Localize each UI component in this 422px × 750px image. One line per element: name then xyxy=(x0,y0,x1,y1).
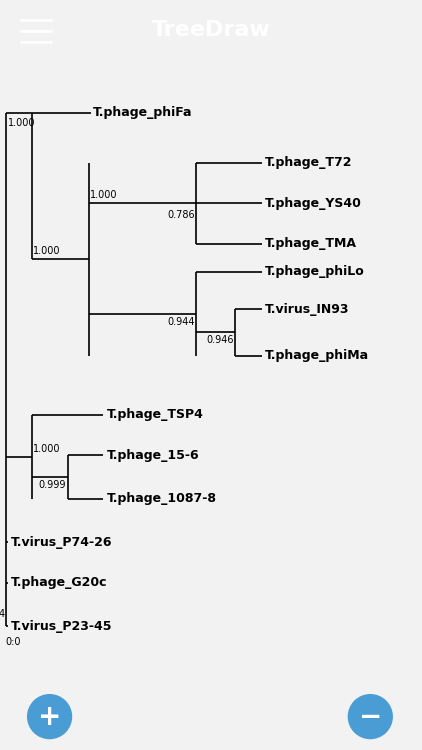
Text: 4: 4 xyxy=(0,609,5,619)
Text: T.virus_P74-26: T.virus_P74-26 xyxy=(11,536,112,549)
Text: T.phage_phiLo: T.phage_phiLo xyxy=(265,266,365,278)
Text: 1.000: 1.000 xyxy=(33,246,60,256)
Text: T.phage_G20c: T.phage_G20c xyxy=(11,577,107,590)
Text: 0.944: 0.944 xyxy=(168,316,195,327)
Text: 0:0: 0:0 xyxy=(5,637,21,647)
Text: 1.000: 1.000 xyxy=(8,118,35,128)
Text: TreeDraw: TreeDraw xyxy=(151,20,271,40)
Text: 0.946: 0.946 xyxy=(207,335,234,346)
Text: T.phage_15-6: T.phage_15-6 xyxy=(107,448,199,462)
Text: 0.786: 0.786 xyxy=(168,210,195,220)
Text: T.phage_1087-8: T.phage_1087-8 xyxy=(107,492,217,506)
Text: T.phage_phiFa: T.phage_phiFa xyxy=(93,106,192,119)
Text: −: − xyxy=(359,703,382,730)
Text: 1.000: 1.000 xyxy=(90,190,117,200)
Text: T.phage_TMA: T.phage_TMA xyxy=(265,237,357,250)
Text: T.phage_T72: T.phage_T72 xyxy=(265,156,352,170)
Circle shape xyxy=(28,694,71,739)
Text: 1.000: 1.000 xyxy=(33,444,60,454)
Circle shape xyxy=(349,694,392,739)
Text: T.phage_phiMa: T.phage_phiMa xyxy=(265,350,369,362)
Text: +: + xyxy=(38,703,61,730)
Text: T.virus_P23-45: T.virus_P23-45 xyxy=(11,620,112,633)
Text: T.phage_TSP4: T.phage_TSP4 xyxy=(107,408,204,422)
Text: 0.999: 0.999 xyxy=(39,480,66,490)
Text: T.virus_IN93: T.virus_IN93 xyxy=(265,302,349,316)
Text: T.phage_YS40: T.phage_YS40 xyxy=(265,196,362,210)
